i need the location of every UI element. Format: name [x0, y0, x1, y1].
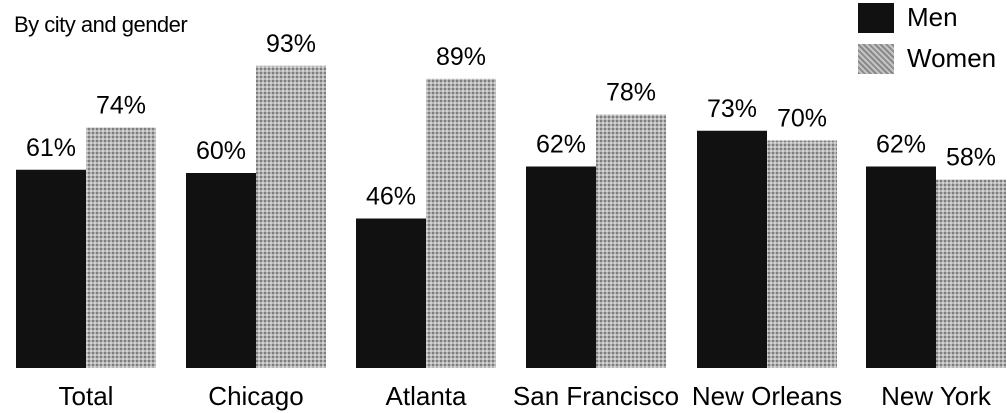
bar-new-york-women: [936, 179, 1006, 368]
data-label-san-francisco-men: 62%: [536, 131, 586, 159]
category-label-atlanta: Atlanta: [386, 381, 467, 411]
bar-total-women: [86, 127, 156, 368]
bar-total-men: [16, 169, 86, 368]
bar-new-orleans-women: [767, 140, 837, 368]
legend-swatch-men: [858, 3, 894, 33]
data-label-total-women: 74%: [96, 92, 146, 120]
data-label-san-francisco-women: 78%: [606, 79, 656, 107]
data-label-total-men: 61%: [26, 134, 76, 162]
data-label-atlanta-women: 89%: [436, 43, 486, 71]
data-label-new-york-men: 62%: [876, 131, 926, 159]
legend-label-men: Men: [907, 2, 958, 32]
bar-new-york-men: [866, 166, 936, 368]
bar-atlanta-women: [426, 78, 496, 368]
legend-label-women: Women: [907, 43, 997, 73]
bar-atlanta-men: [356, 218, 426, 368]
data-label-chicago-women: 93%: [266, 30, 316, 58]
category-label-new-york: New York: [881, 381, 992, 411]
category-label-new-orleans: New Orleans: [692, 381, 842, 411]
bar-san-francisco-women: [596, 114, 666, 368]
data-label-chicago-men: 60%: [196, 137, 246, 165]
data-label-new-orleans-women: 70%: [777, 105, 827, 133]
data-label-new-york-women: 58%: [946, 144, 996, 172]
data-label-new-orleans-men: 73%: [707, 95, 757, 123]
bar-chicago-women: [256, 65, 326, 368]
category-label-total: Total: [59, 381, 114, 411]
bar-new-orleans-men: [697, 130, 767, 368]
category-label-san-francisco: San Francisco: [513, 381, 679, 411]
bar-san-francisco-men: [526, 166, 596, 368]
bar-chicago-men: [186, 173, 256, 368]
data-label-atlanta-men: 46%: [366, 183, 416, 211]
legend-swatch-women: [858, 44, 894, 74]
chart-subtitle: By city and gender: [14, 12, 188, 37]
category-label-chicago: Chicago: [208, 381, 303, 411]
